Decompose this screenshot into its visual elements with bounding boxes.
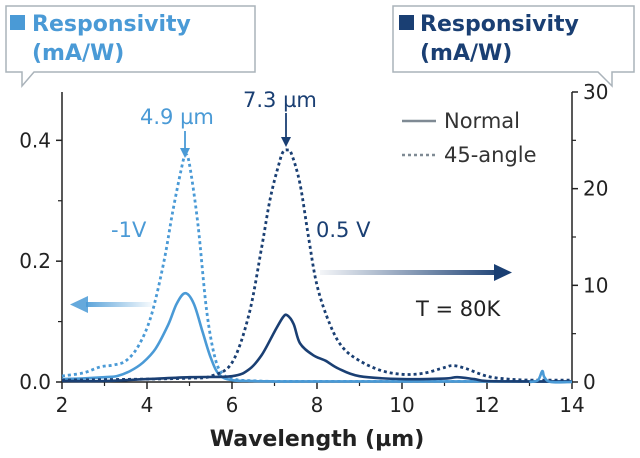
x-tick-label-2: 2	[56, 393, 69, 417]
legend-45-angle-label: 45-angle	[444, 143, 537, 167]
temperature-label: T = 80K	[415, 297, 501, 321]
left-series-swatch	[10, 15, 25, 30]
left-axis-callout: Responsivity (mA/W)	[5, 5, 256, 89]
left-y-tick-label: 0.4	[19, 128, 51, 152]
bias-left-label: -1V	[111, 218, 147, 242]
x-tick-label-8: 8	[311, 393, 324, 417]
ticks-layer: 2 4 6 8 10 12 14 0.0 0.2 0.4 0 10 20 30	[19, 80, 608, 417]
left-axis-direction-arrow	[70, 296, 152, 313]
left-y-tick-label: 0.2	[19, 249, 51, 273]
x-tick-label-12: 12	[474, 393, 499, 417]
right-y-tick-label: 30	[583, 80, 608, 104]
x-tick-label-6: 6	[226, 393, 239, 417]
x-tick-label-4: 4	[141, 393, 154, 417]
peak-right-arrow	[281, 113, 291, 147]
right-y-tick-label: 0	[583, 370, 596, 394]
x-axis-label: Wavelength (µm)	[210, 427, 425, 452]
x-tick-label-10: 10	[389, 393, 414, 417]
right-axis-direction-arrow	[320, 264, 512, 281]
left-axis-title-line2: (mA/W)	[32, 41, 124, 66]
right-series-swatch	[399, 15, 414, 30]
peak-left-label: 4.9 µm	[140, 105, 214, 129]
series-right-dashed-line	[61, 148, 573, 382]
right-y-tick-label: 20	[583, 177, 608, 201]
series-layer	[61, 148, 573, 384]
series-left-solid-line	[529, 369, 573, 384]
right-axis-callout: Responsivity (mA/W)	[392, 5, 635, 88]
legend: Normal 45-angle	[402, 109, 537, 167]
series-left-dashed-line	[61, 153, 572, 383]
peak-left-arrow	[180, 131, 190, 158]
series-right-solid-line	[61, 313, 573, 383]
right-axis-title-line1: Responsivity	[420, 12, 579, 37]
bias-right-label: 0.5 V	[316, 218, 371, 242]
left-axis-title-line1: Responsivity	[32, 12, 191, 37]
right-axis-title-line2: (mA/W)	[420, 41, 512, 66]
right-y-tick-label: 10	[583, 273, 608, 297]
peak-right-label: 7.3 µm	[243, 88, 317, 112]
x-tick-label-14: 14	[559, 393, 584, 417]
left-y-tick-label: 0.0	[19, 370, 51, 394]
legend-normal-label: Normal	[444, 109, 520, 133]
